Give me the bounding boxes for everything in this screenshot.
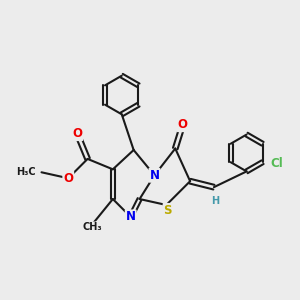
Text: O: O	[63, 172, 73, 185]
Text: Cl: Cl	[270, 157, 283, 170]
Text: O: O	[72, 127, 82, 140]
Text: S: S	[164, 204, 172, 217]
Text: H: H	[211, 196, 220, 206]
Text: CH₃: CH₃	[82, 222, 102, 232]
Text: N: N	[149, 169, 160, 182]
Text: O: O	[178, 118, 188, 131]
Text: N: N	[126, 210, 136, 224]
Text: H₃C: H₃C	[16, 167, 36, 177]
